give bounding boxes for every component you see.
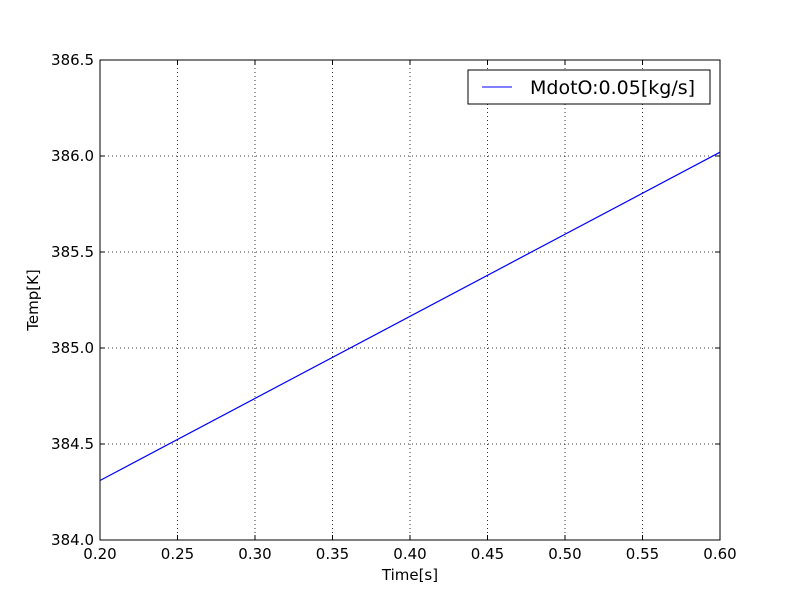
legend: MdotO:0.05[kg/s] [467, 69, 711, 105]
y-tick-label: 386.0 [51, 147, 94, 165]
y-tick-label: 386.5 [51, 51, 94, 69]
tick-marks [99, 59, 721, 541]
x-tick-label: 0.55 [626, 545, 659, 563]
x-tick-label: 0.30 [238, 545, 271, 563]
y-tick-label: 384.0 [51, 531, 94, 549]
x-tick-label: 0.40 [393, 545, 426, 563]
x-tick-label: 0.50 [548, 545, 581, 563]
y-tick-labels: 384.0 384.5 385.0 385.5 386.0 386.5 [51, 51, 94, 549]
series-layer [99, 151, 721, 482]
x-tick-label: 0.25 [161, 545, 194, 563]
legend-label: MdotO:0.05[kg/s] [530, 77, 695, 99]
grid [100, 60, 720, 540]
x-tick-labels: 0.20 0.25 0.30 0.35 0.40 0.45 0.50 0.55 0.60 [83, 545, 736, 563]
x-tick-label: 0.45 [471, 545, 504, 563]
x-tick-label: 0.60 [703, 545, 736, 563]
series-line [99, 151, 721, 482]
y-axis-label: Temp[K] [24, 269, 42, 332]
y-tick-label: 385.5 [51, 243, 94, 261]
x-axis-label: Time[s] [381, 566, 438, 584]
x-tick-label: 0.35 [316, 545, 349, 563]
y-tick-label: 385.0 [51, 339, 94, 357]
y-tick-label: 384.5 [51, 435, 94, 453]
x-tick-label: 0.20 [83, 545, 116, 563]
